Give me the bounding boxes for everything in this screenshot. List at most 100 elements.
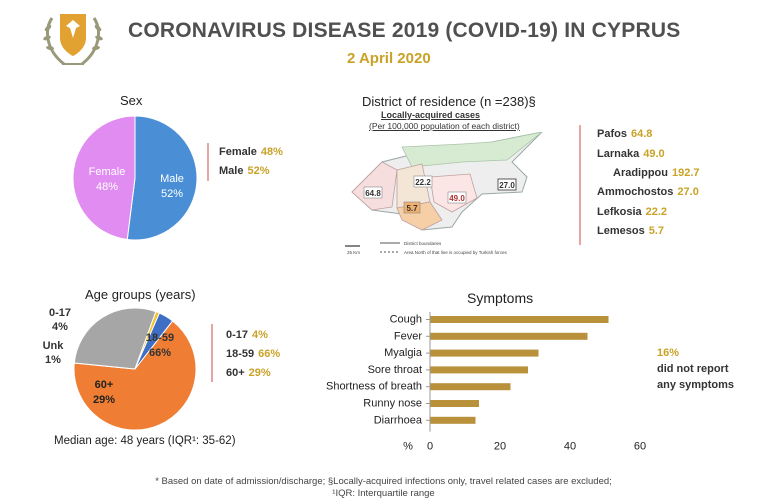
symptoms-bar-chart: Cough Fever Myalgia Sore throat Shortness of… [326, 312, 646, 453]
legend-label: Lemesos [597, 225, 645, 237]
symptom-category-label: Cough [390, 314, 422, 326]
cyprus-coat-of-arms-icon [43, 14, 103, 66]
sex-slice-label-male: Male [160, 173, 184, 185]
symptom-category-label: Sore throat [368, 364, 422, 376]
symptom-bar [430, 416, 476, 424]
map-scale: 25 Km [347, 250, 360, 255]
symptom-category-label: Diarrhoea [374, 414, 423, 426]
age-chart-title: Age groups (years) [85, 287, 196, 302]
age-slice-pct-18-59: 66% [149, 347, 171, 359]
symptom-x-tick-label: 0 [427, 441, 433, 453]
sex-legend-male: Male 52% [219, 165, 270, 177]
age-slice-pct-60plus: 29% [93, 394, 115, 406]
symptom-category-label: Myalgia [384, 347, 423, 359]
age-outside-label-0-17: 0-17 4% [47, 306, 73, 334]
legend-label: 0-17 [226, 329, 249, 341]
district-title: District of residence (n =238)§ [362, 94, 536, 109]
legend-value: 52% [247, 165, 270, 177]
symptom-bar [430, 383, 511, 391]
district-legend-larnaka: Larnaka 49.0 [597, 148, 665, 160]
page-title: CORONAVIRUS DISEASE 2019 (COVID-19) IN C… [128, 19, 681, 42]
map-label-ammochostos: 27.0 [499, 181, 515, 190]
legend-label: 60+ [226, 367, 245, 379]
symptom-bar [430, 400, 479, 407]
legend-value: 22.2 [645, 206, 668, 218]
no-symptoms-pct: 16% [657, 347, 680, 359]
legend-value: 29% [248, 367, 271, 379]
map-caption-1: Locally-acquired cases [381, 110, 481, 120]
legend-value: 64.8 [630, 128, 653, 140]
legend-value: 4% [252, 329, 268, 341]
age-outside-pct: 1% [45, 354, 61, 366]
age-slice-label-60plus: 60+ [95, 379, 114, 391]
sex-legend-female: Female 48% [219, 146, 283, 158]
footnote-line-2: ¹IQR: Interquartile range [332, 488, 435, 499]
symptom-category-label: Shortness of breath [326, 381, 422, 393]
age-outside-name: 0-17 [48, 307, 72, 319]
sex-pie-chart: Female 48% Male 52% [72, 115, 198, 241]
symptom-x-tick-label: 20 [494, 441, 506, 453]
legend-label: 18-59 [226, 348, 255, 360]
median-age-text: Median age: 48 years (IQR¹: 35-62) [54, 435, 236, 447]
cyprus-district-map: 64.8 22.2 5.7 49.0 27.0 District boundar… [345, 132, 543, 255]
district-legend-ammochostos: Ammochostos 27.0 [597, 186, 699, 198]
age-legend-18-59: 18-59 66% [226, 348, 280, 360]
symptom-x-tick-label: 40 [564, 441, 576, 453]
symptoms-chart-title: Symptoms [467, 290, 534, 306]
no-symptoms-line1: did not report [657, 363, 729, 375]
pie-slice-60plus [73, 307, 157, 370]
map-label-pafos: 64.8 [365, 189, 381, 198]
sex-slice-label-female: Female [89, 166, 126, 178]
no-symptoms-note: 16% did not report any symptoms [657, 345, 734, 393]
map-caption-2: (Per 100,000 population of each district… [369, 121, 520, 131]
district-legend-pafos: Pafos 64.8 [597, 128, 652, 140]
age-legend-0-17: 0-17 4% [226, 329, 268, 341]
legend-label: Larnaka [597, 148, 640, 160]
legend-value: 27.0 [677, 186, 699, 198]
footnote-line-1: * Based on date of admission/discharge; … [155, 476, 612, 487]
symptom-category-label: Fever [394, 330, 422, 342]
map-label-lemesos: 5.7 [406, 204, 418, 213]
symptom-x-tick-label: 60 [634, 441, 646, 453]
symptom-bar [430, 366, 528, 374]
symptom-axis-unit: % [403, 441, 413, 453]
district-legend-lemesos: Lemesos 5.7 [597, 225, 664, 237]
legend-value: 48% [260, 146, 283, 158]
age-outside-name: Unk [42, 340, 64, 352]
no-symptoms-line2: any symptoms [657, 379, 735, 391]
symptom-bar [430, 332, 588, 340]
legend-label: Lefkosia [597, 206, 642, 218]
symptom-category-label: Runny nose [363, 398, 422, 410]
legend-value: 192.7 [672, 167, 700, 179]
pie-slice-0-17 [134, 312, 174, 370]
legend-label: Pafos [597, 128, 627, 140]
legend-label: Aradippou [613, 167, 668, 179]
legend-label: Ammochostos [597, 186, 674, 198]
pie-slice-female [72, 115, 136, 241]
legend-label: Female [219, 146, 257, 158]
symptom-bar [430, 349, 539, 357]
pie-slice-18-59 [73, 320, 197, 431]
legend-label: Male [219, 165, 244, 177]
map-legend-1: District boundaries [404, 241, 442, 246]
age-legend-60plus: 60+ 29% [226, 367, 271, 379]
age-pie-chart: 18-59 66% 60+ 29% [73, 307, 197, 431]
age-legend-divider [211, 324, 213, 382]
legend-value: 66% [258, 348, 281, 360]
sex-chart-title: Sex [120, 93, 143, 108]
map-label-larnaka: 49.0 [449, 194, 465, 203]
legend-value: 5.7 [648, 225, 664, 237]
district-legend-lefkosia: Lefkosia 22.2 [597, 206, 667, 218]
sex-legend-divider [207, 143, 209, 181]
district-legend-aradippou: Aradippou 192.7 [613, 167, 700, 179]
symptom-bar [430, 316, 609, 323]
district-legend-divider [579, 125, 581, 245]
age-outside-label-unk: Unk 1% [40, 339, 66, 367]
map-label-lefkosia: 22.2 [415, 178, 431, 187]
map-legend-2: Area North of that line is occupied by T… [404, 250, 508, 255]
map-district-pafos [351, 161, 398, 211]
age-slice-label-18-59: 18-59 [146, 332, 174, 344]
sex-slice-pct-female: 48% [96, 181, 118, 193]
age-outside-pct: 4% [52, 321, 68, 333]
report-date: 2 April 2020 [347, 50, 431, 67]
